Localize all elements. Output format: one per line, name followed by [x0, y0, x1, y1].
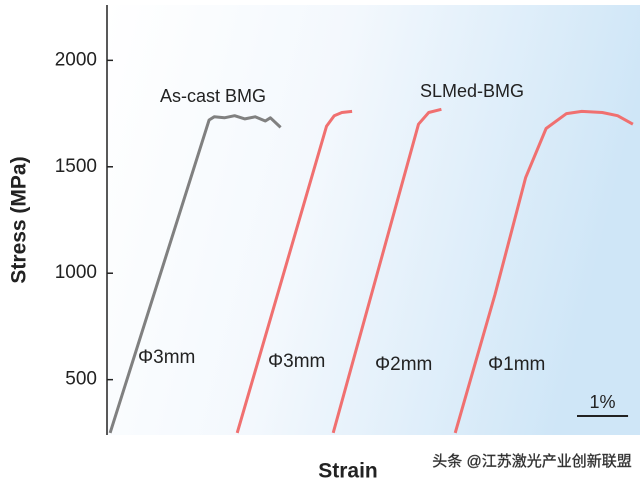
series-label: Φ2mm	[375, 354, 432, 375]
y-axis-label: Stress (MPa)	[8, 156, 31, 283]
y-tick-label: 1000	[55, 262, 97, 283]
watermark: 头条 @江苏激光产业创新联盟	[432, 453, 631, 470]
y-tick-label: 2000	[55, 49, 97, 70]
stress-strain-curve	[453, 109, 634, 434]
scale-bar-label: 1%	[590, 392, 616, 412]
series-label: Φ3mm	[268, 351, 325, 372]
x-axis-label: Strain	[318, 460, 378, 483]
stress-strain-curve	[108, 114, 282, 434]
series-label: Φ3mm	[138, 347, 195, 368]
plot-background	[107, 5, 640, 435]
stress-strain-curve	[331, 107, 442, 434]
series-label: Φ1mm	[488, 354, 545, 375]
y-tick-label: 1500	[55, 156, 97, 177]
y-tick-label: 500	[65, 369, 97, 390]
annotation: As-cast BMG	[160, 86, 266, 106]
annotation: SLMed-BMG	[420, 81, 524, 101]
stress-strain-curve	[235, 109, 353, 434]
